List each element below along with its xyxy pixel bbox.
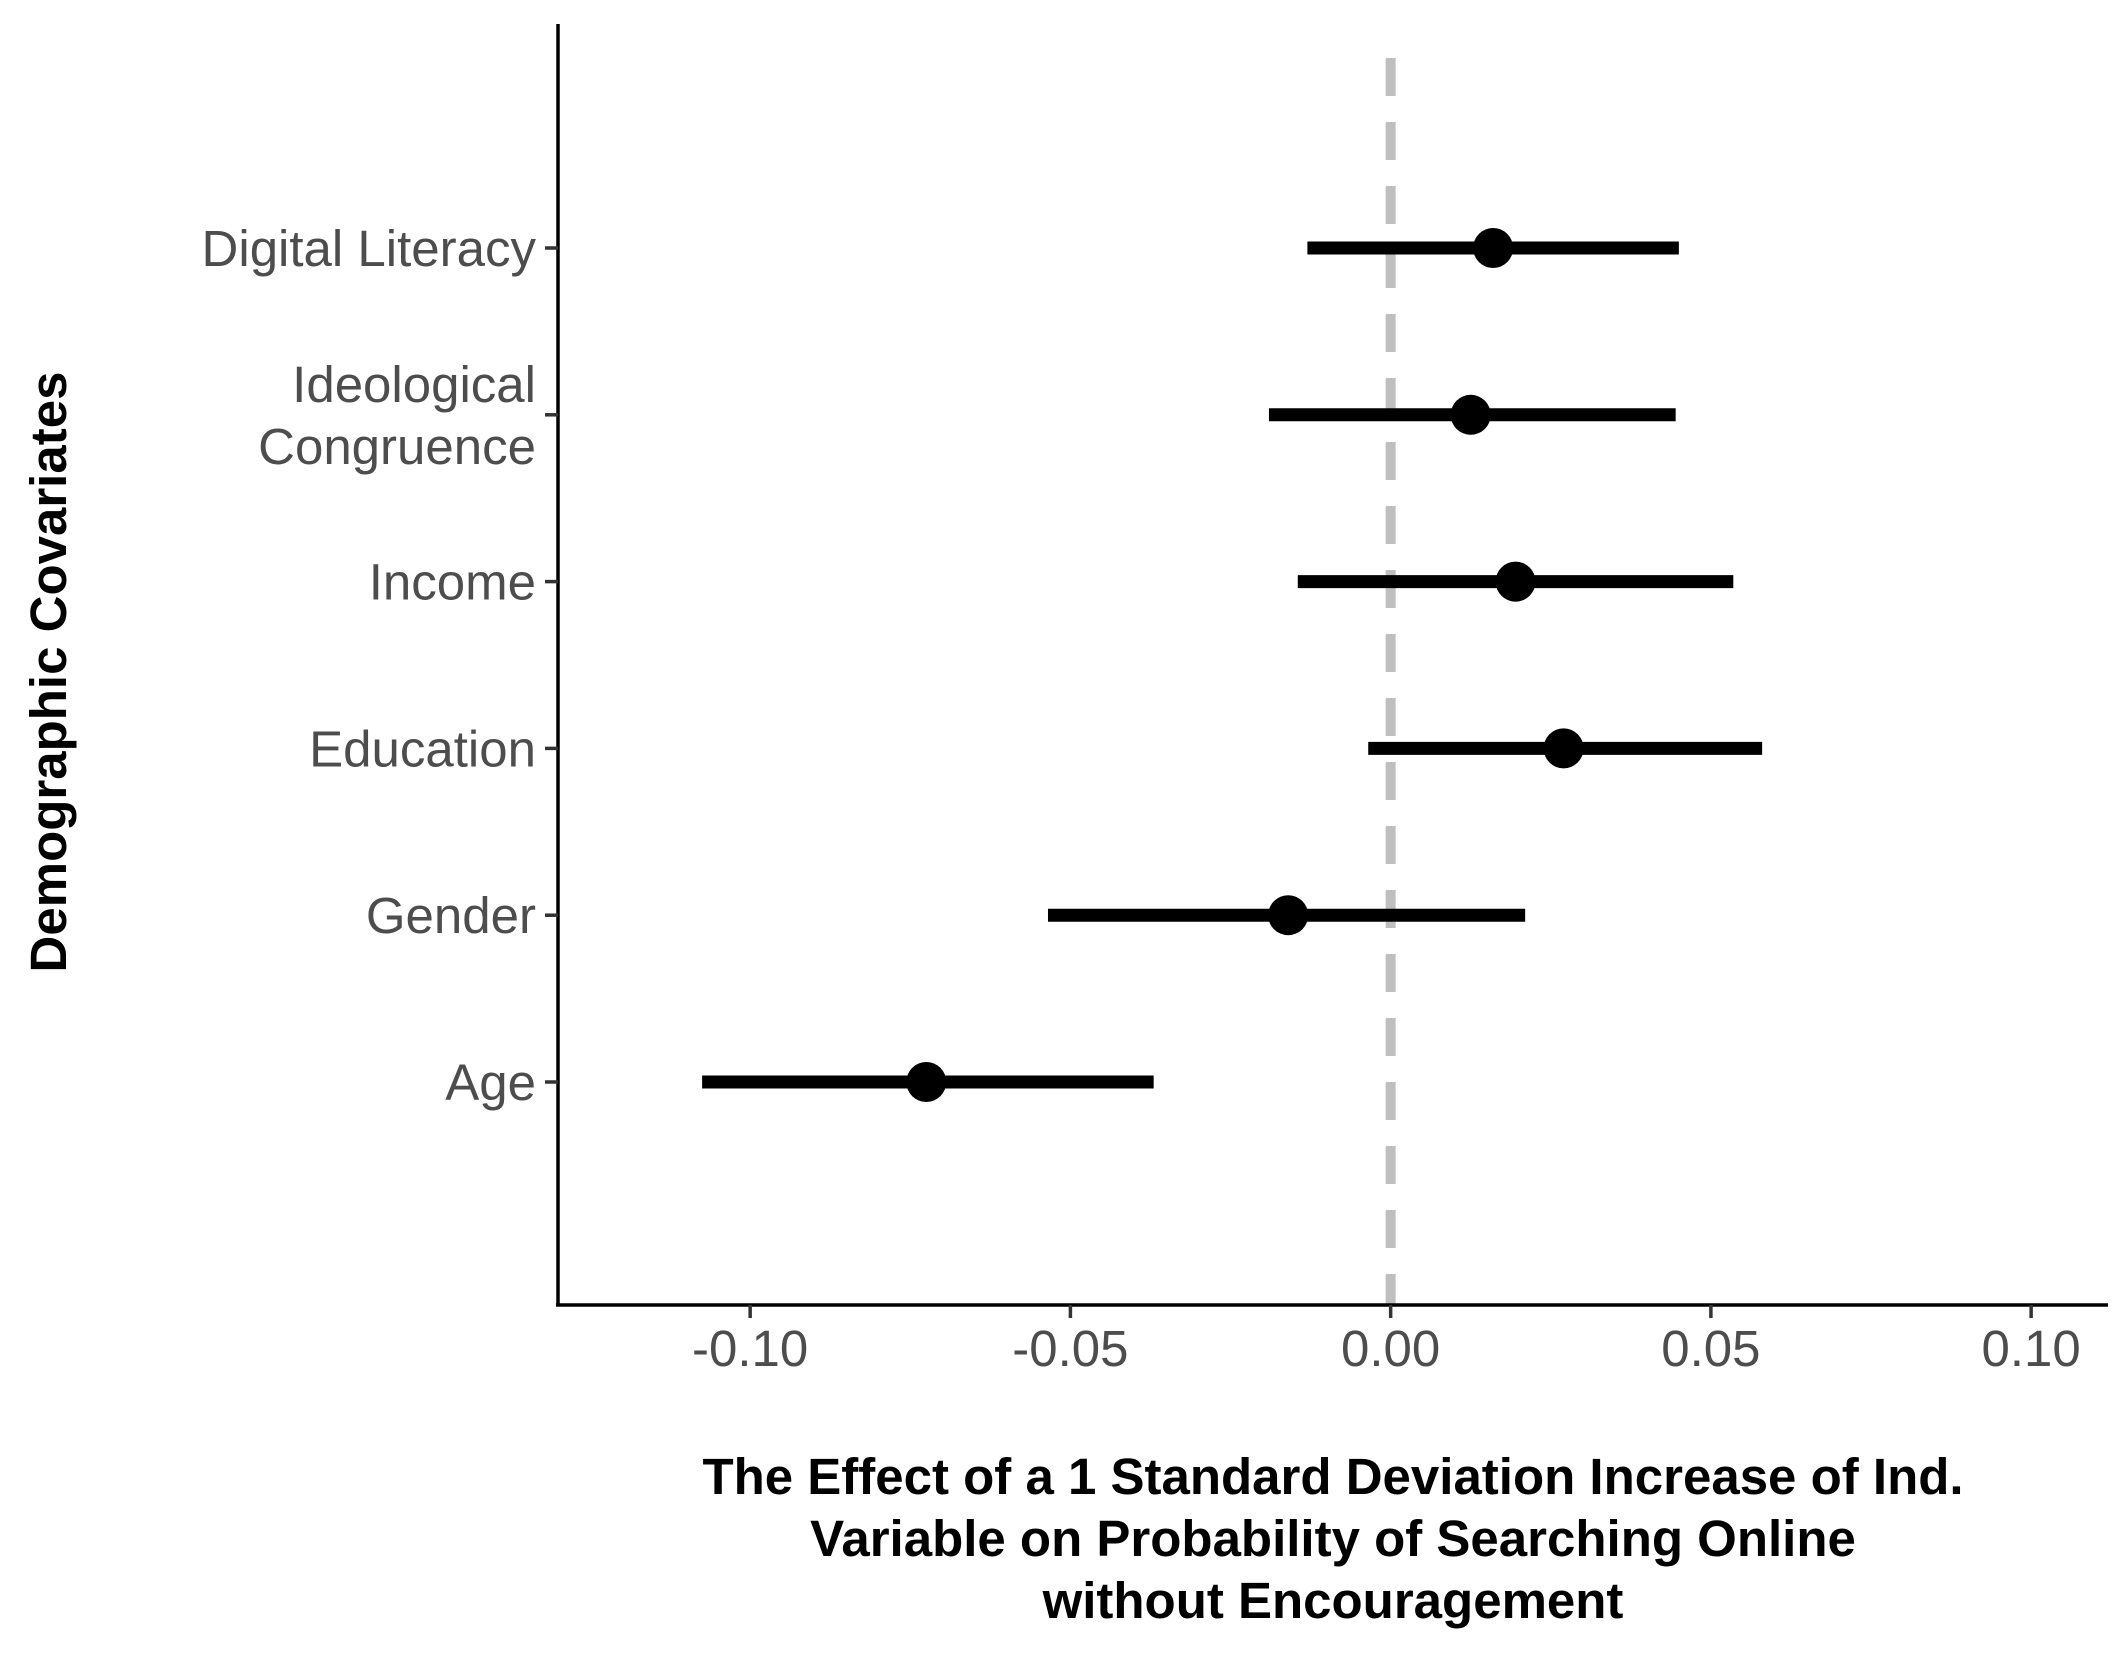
x-axis-title-line: without Encouragement — [1042, 1572, 1624, 1629]
y-tick-labels: Digital Literacy Ideological Congruence Inc… — [202, 220, 537, 1111]
y-tick-label-digital-literacy: Digital Literacy — [202, 220, 537, 277]
y-axis-title: Demographic Covariates — [20, 372, 77, 973]
y-tick-label-line: Congruence — [258, 418, 536, 475]
y-tick-label-line: Ideological — [292, 356, 536, 413]
x-tick-label: 0.10 — [1982, 1320, 2081, 1377]
x-tick-label: -0.05 — [1012, 1320, 1128, 1377]
y-tick-label-age: Age — [445, 1054, 536, 1111]
y-tick-label-line: Digital Literacy — [202, 220, 537, 277]
point-age — [906, 1062, 947, 1102]
y-tick-label-line: Income — [369, 554, 536, 611]
x-axis-title-text: The Effect of a 1 Standard Deviation Inc… — [702, 1448, 1963, 1629]
y-tick-label-education: Education — [309, 720, 536, 777]
x-tick-label: 0.00 — [1341, 1320, 1440, 1377]
y-tick-label-gender: Gender — [366, 887, 536, 944]
x-axis-title: The Effect of a 1 Standard Deviation Inc… — [702, 1448, 1963, 1629]
point-estimates — [906, 228, 1584, 1102]
y-tick-label-line: Age — [445, 1054, 536, 1111]
y-tick-label-ideological-congruence: Ideological Congruence — [258, 356, 536, 475]
x-axis-title-line: The Effect of a 1 Standard Deviation Inc… — [702, 1448, 1963, 1505]
confidence-intervals — [702, 241, 1763, 1089]
point-education — [1543, 728, 1584, 769]
x-tick-label: -0.10 — [692, 1320, 808, 1377]
y-tick-label-line: Gender — [366, 887, 536, 944]
point-gender — [1268, 895, 1309, 936]
axes — [545, 24, 2108, 1318]
point-income — [1495, 561, 1536, 602]
x-tick-label: 0.05 — [1661, 1320, 1760, 1377]
y-tick-label-income: Income — [369, 554, 536, 611]
point-digital-literacy — [1473, 228, 1514, 268]
point-ideological-congruence — [1450, 394, 1491, 435]
x-axis-title-line: Variable on Probability of Searching Onl… — [810, 1510, 1856, 1567]
y-tick-label-line: Education — [309, 720, 536, 777]
x-tick-labels: -0.10 -0.05 0.00 0.05 0.10 — [692, 1320, 2081, 1377]
